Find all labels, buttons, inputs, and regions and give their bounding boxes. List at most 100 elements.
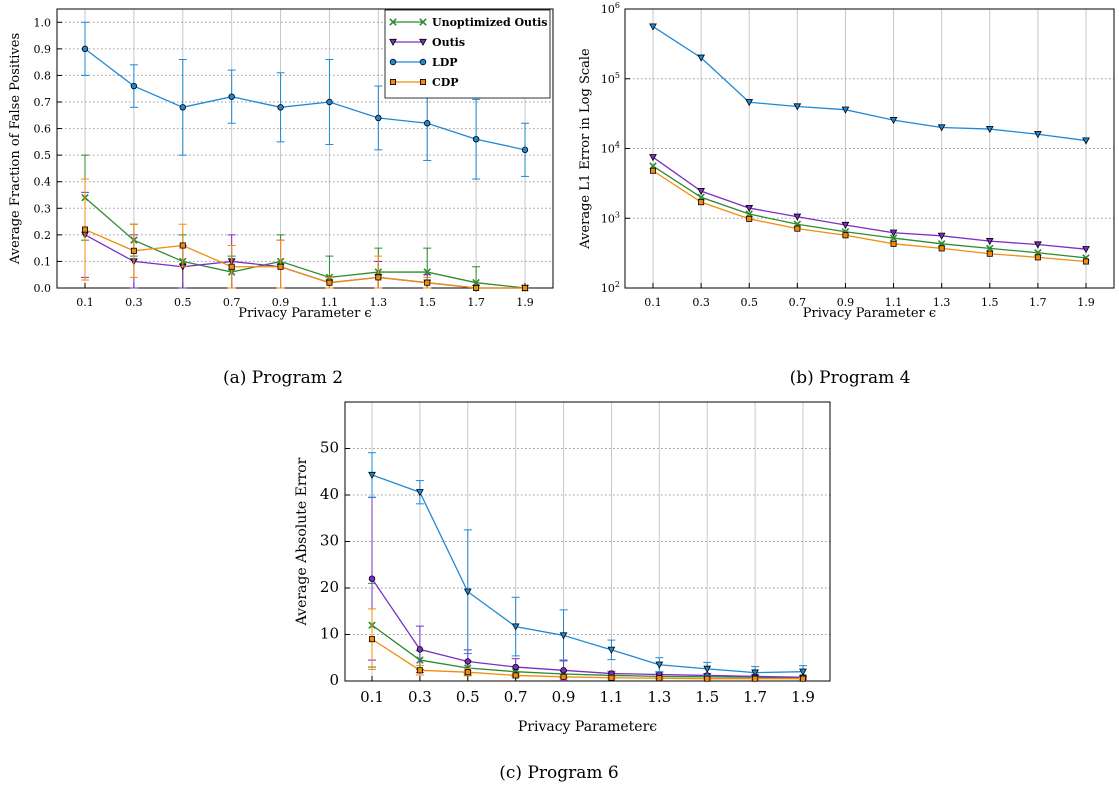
- x-tick-label: 1.3: [933, 296, 951, 309]
- legend-box: [384, 9, 551, 99]
- data-point: [416, 489, 424, 497]
- series-line: [371, 474, 804, 674]
- data-point: [752, 675, 759, 682]
- data-point: [368, 575, 376, 582]
- x-tick-label: 0.7: [223, 296, 241, 309]
- data-point: [841, 221, 850, 230]
- legend-marker: [389, 58, 397, 66]
- x-tick-label: 1.5: [981, 296, 999, 309]
- x-tick-label: 0.7: [504, 688, 528, 706]
- legend-marker: [419, 38, 427, 47]
- data-point: [416, 667, 423, 674]
- caption-a: (a) Program 2: [223, 368, 343, 388]
- y-axis-label: Average Absolute Error: [294, 457, 310, 626]
- x-tick-label: 0.3: [692, 296, 710, 309]
- data-point: [656, 675, 663, 682]
- data-point: [424, 279, 431, 286]
- data-point: [698, 199, 705, 206]
- data-point: [745, 204, 754, 213]
- data-point: [179, 104, 186, 111]
- series-cdp: [650, 167, 1090, 265]
- y-axis-label: Average L1 Error in Log Scale: [578, 48, 593, 250]
- data-point: [937, 232, 946, 240]
- data-point: [82, 226, 89, 233]
- data-point: [751, 669, 759, 677]
- legend-marker: [389, 79, 396, 86]
- data-point: [375, 114, 382, 122]
- data-point: [697, 188, 705, 196]
- data-point: [841, 106, 850, 114]
- series-outis: [81, 191, 529, 292]
- x-axis-label: Privacy Parameter ϵ: [238, 306, 371, 321]
- data-point: [793, 103, 802, 111]
- data-point: [746, 215, 753, 222]
- data-point: [416, 646, 424, 653]
- data-point: [130, 82, 138, 90]
- y-tick-label: 50: [320, 439, 339, 457]
- y-tick-label: 104: [601, 141, 620, 156]
- y-tick-label: 20: [320, 578, 339, 596]
- x-tick-label: 1.5: [695, 688, 719, 706]
- series-line: [371, 624, 804, 679]
- data-point: [799, 668, 807, 676]
- data-point: [326, 98, 333, 106]
- y-tick-label: 1.0: [34, 16, 52, 29]
- data-point: [937, 124, 946, 132]
- data-point: [560, 667, 567, 674]
- data-point: [368, 636, 375, 643]
- legend: Unoptimized Outis Outis LDP CDP: [384, 9, 551, 99]
- series-outis: [649, 154, 1090, 254]
- data-point: [464, 669, 471, 676]
- data-point: [890, 240, 897, 247]
- data-point: [986, 250, 993, 257]
- data-point: [793, 213, 802, 221]
- data-point: [130, 247, 137, 254]
- y-tick-label: 0.6: [34, 123, 52, 136]
- data-point: [985, 125, 994, 134]
- data-point: [368, 471, 376, 480]
- data-point: [81, 45, 89, 53]
- data-point: [228, 93, 235, 100]
- data-point: [650, 167, 657, 174]
- series-ldp: [81, 21, 529, 180]
- series-line: [652, 170, 1087, 263]
- x-axis-label: Privacy Parameter ϵ: [803, 306, 936, 321]
- data-point: [179, 242, 186, 249]
- legend-marker: [389, 38, 397, 47]
- data-point: [1083, 258, 1090, 265]
- x-tick-label: 0.7: [789, 296, 807, 309]
- data-point: [472, 278, 480, 287]
- legend-marker: [419, 58, 427, 66]
- series-ldp: [649, 23, 1090, 145]
- plot-frame: [624, 8, 1115, 289]
- data-point: [559, 632, 568, 640]
- data-point: [889, 234, 898, 242]
- data-point: [424, 120, 431, 127]
- y-tick-label: 40: [320, 485, 339, 503]
- data-point: [473, 284, 480, 291]
- data-point: [889, 117, 898, 125]
- data-point: [1034, 254, 1041, 261]
- x-tick-label: 1.9: [1077, 296, 1095, 309]
- x-tick-label: 1.5: [418, 296, 436, 309]
- y-tick-label: 0.9: [34, 43, 52, 56]
- series-line: [652, 165, 1087, 259]
- data-point: [745, 99, 754, 107]
- x-tick-label: 0.5: [456, 688, 480, 706]
- x-tick-label: 1.1: [885, 296, 903, 309]
- data-point: [277, 263, 284, 270]
- chart-b: 102 103 104 105 106 0.1 0.3 0.5 0.7 0.9 1.1 1.3 1.5 1…: [578, 1, 1115, 321]
- series-unoptimized-outis: [368, 582, 807, 682]
- y-tick-label: 0.1: [34, 255, 52, 268]
- data-point: [655, 661, 664, 669]
- legend-label: Outis: [432, 36, 465, 49]
- data-point: [697, 54, 705, 62]
- x-tick-label: 0.9: [552, 688, 576, 706]
- series-line: [84, 197, 526, 289]
- y-tick-label: 0.2: [34, 229, 52, 242]
- data-point: [607, 646, 616, 654]
- y-tick-label: 30: [320, 532, 339, 550]
- data-point: [649, 154, 657, 162]
- data-point: [794, 225, 801, 232]
